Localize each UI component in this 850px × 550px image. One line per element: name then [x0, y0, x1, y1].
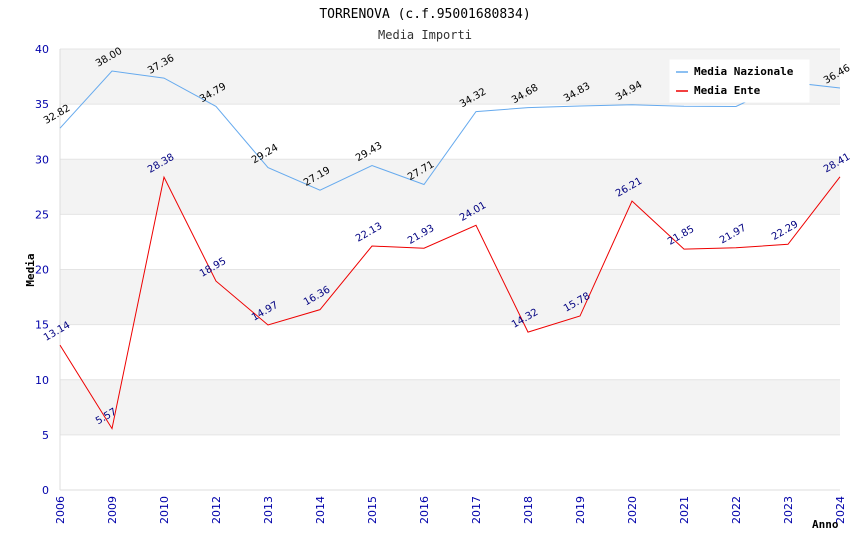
legend-label-media-nazionale: Media Nazionale	[694, 65, 794, 78]
x-tick-label: 2024	[834, 496, 847, 524]
y-tick-label: 15	[35, 319, 49, 332]
series-line-media-ente	[59, 175, 841, 430]
y-axis-label: Media	[24, 253, 37, 286]
legend: Media Nazionale Media Ente	[669, 59, 810, 103]
axes: 0 5 10 15 20 25 30 35 40 2006 2009 2010 2012 2013 2014…	[35, 43, 847, 524]
x-tick-label: 2009	[106, 496, 119, 524]
y-tick-label: 5	[42, 429, 49, 442]
x-tick-label: 2023	[782, 496, 795, 524]
grid-band	[60, 434, 840, 490]
x-tick-label: 2013	[262, 496, 275, 524]
y-tick-label: 20	[35, 264, 49, 277]
chart-title: TORRENOVA (c.f.95001680834)	[319, 7, 530, 22]
x-tick-label: 2012	[210, 496, 223, 524]
x-tick-label: 2006	[54, 496, 67, 524]
y-tick-label: 40	[35, 43, 49, 56]
chart-subtitle: Media Importi	[378, 28, 472, 42]
x-tick-label: 2015	[366, 496, 379, 524]
y-tick-label: 10	[35, 374, 49, 387]
grid-band	[60, 104, 840, 160]
grid-band	[60, 269, 840, 325]
x-tick-label: 2010	[158, 496, 171, 524]
legend-label-media-ente: Media Ente	[694, 84, 761, 97]
grid-band	[60, 324, 840, 380]
legend-box	[669, 59, 810, 103]
grid-bands	[60, 49, 840, 490]
x-tick-label: 2014	[314, 496, 327, 524]
x-tick-label: 2021	[678, 496, 691, 524]
y-tick-label: 35	[35, 98, 49, 111]
x-axis-label: Anno	[812, 518, 839, 531]
x-tick-label: 2019	[574, 496, 587, 524]
x-tick-label: 2016	[418, 496, 431, 524]
y-tick-label: 0	[42, 484, 49, 497]
x-tick-label: 2022	[730, 496, 743, 524]
series-group	[59, 70, 841, 430]
x-tick-label: 2017	[470, 496, 483, 524]
y-tick-label: 25	[35, 208, 49, 221]
y-tick-label: 30	[35, 153, 49, 166]
grid-band	[60, 214, 840, 270]
grid-band	[60, 379, 840, 435]
series-line-media-nazionale	[59, 70, 841, 191]
grid-band	[60, 159, 840, 215]
x-tick-label: 2018	[522, 496, 535, 524]
x-tick-label: 2020	[626, 496, 639, 524]
